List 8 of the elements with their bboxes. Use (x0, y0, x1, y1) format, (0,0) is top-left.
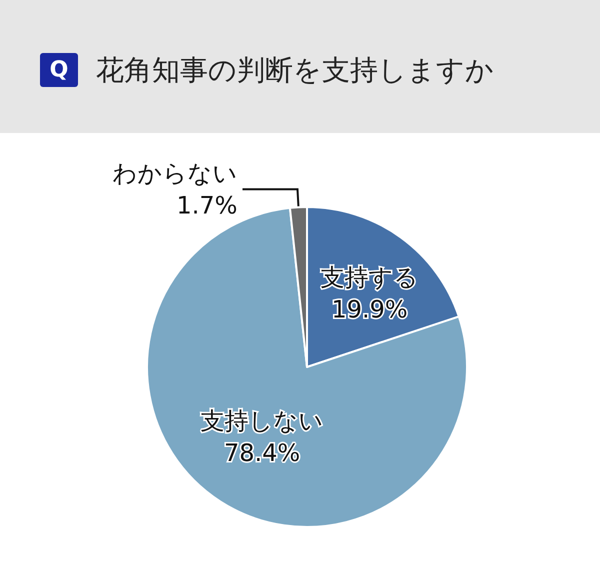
data-label: 1.7% (176, 191, 238, 220)
text: Q (50, 58, 68, 82)
data-label: 19.9% (331, 296, 408, 324)
slice-label: 支持しない (200, 406, 324, 435)
slice-label: 支持する (320, 264, 419, 292)
slice-label: わからない (112, 159, 238, 188)
data-label: 78.4% (224, 438, 300, 467)
chart-title: 花角知事の判断を支持しますか (96, 54, 494, 86)
